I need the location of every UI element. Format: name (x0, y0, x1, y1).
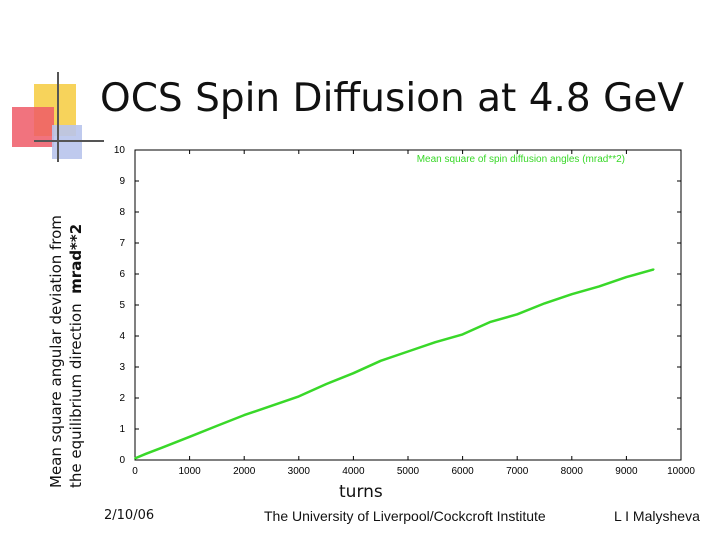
x-tick-label: 2000 (233, 466, 256, 477)
data-point (145, 452, 147, 455)
footer-institution: The University of Liverpool/Cockcroft In… (264, 508, 546, 524)
data-point (216, 425, 218, 427)
data-point (407, 350, 409, 353)
x-tick-label: 6000 (451, 466, 474, 477)
decor-horizontal-line (34, 140, 104, 142)
data-point (270, 404, 273, 407)
data-point (434, 341, 437, 344)
data-point (161, 446, 164, 449)
footer-date: 2/10/06 (104, 508, 155, 523)
y-tick-label: 6 (119, 269, 125, 280)
x-tick-label: 0 (132, 466, 138, 477)
data-point (652, 268, 655, 271)
legend-label: Mean square of spin diffusion angles (mr… (417, 154, 625, 165)
footer-author: L I Malysheva (614, 508, 700, 524)
data-point (625, 276, 628, 278)
data-point (188, 435, 191, 438)
x-tick-label: 7000 (506, 466, 529, 477)
decor-vertical-line (57, 72, 59, 162)
y-tick-label: 1 (119, 424, 125, 435)
data-point (543, 302, 546, 305)
data-point (297, 395, 300, 398)
plot-frame (134, 149, 682, 461)
y-tick-label: 5 (119, 300, 125, 311)
y-tick-label: 2 (119, 393, 125, 404)
data-point (598, 285, 600, 288)
x-tick-label: 9000 (615, 466, 638, 477)
y-tick-label: 3 (119, 362, 125, 373)
x-tick-label: 1000 (178, 466, 201, 477)
x-tick-label: 8000 (561, 466, 584, 477)
slide-title: OCS Spin Diffusion at 4.8 GeV (100, 76, 685, 121)
data-point (325, 383, 327, 385)
data-point (489, 321, 491, 323)
x-tick-label: 10000 (667, 466, 695, 477)
y-tick-label: 9 (119, 176, 125, 187)
y-ticks: 0 1 2 3 4 5 6 7 8 9 10 (114, 145, 681, 466)
x-tick-label: 5000 (397, 466, 420, 477)
y-tick-label: 0 (119, 455, 125, 466)
series-layer (134, 268, 655, 460)
data-point (379, 359, 382, 362)
y-tick-label: 10 (114, 145, 126, 156)
x-tick-label: 3000 (288, 466, 311, 477)
x-axis-label: turns (339, 482, 383, 502)
data-point (134, 457, 136, 460)
y-tick-label: 4 (119, 331, 125, 342)
x-ticks: 0 1000 2000 3000 4000 5000 6000 7000 8000 9000 100… (132, 150, 695, 477)
series-line (134, 268, 655, 460)
data-point (352, 372, 355, 375)
data-point (461, 333, 464, 336)
y-tick-label: 7 (119, 238, 125, 249)
data-point (570, 293, 573, 296)
x-tick-label: 4000 (342, 466, 365, 477)
data-point (243, 414, 246, 416)
data-point (516, 313, 519, 316)
y-tick-label: 8 (119, 207, 125, 218)
